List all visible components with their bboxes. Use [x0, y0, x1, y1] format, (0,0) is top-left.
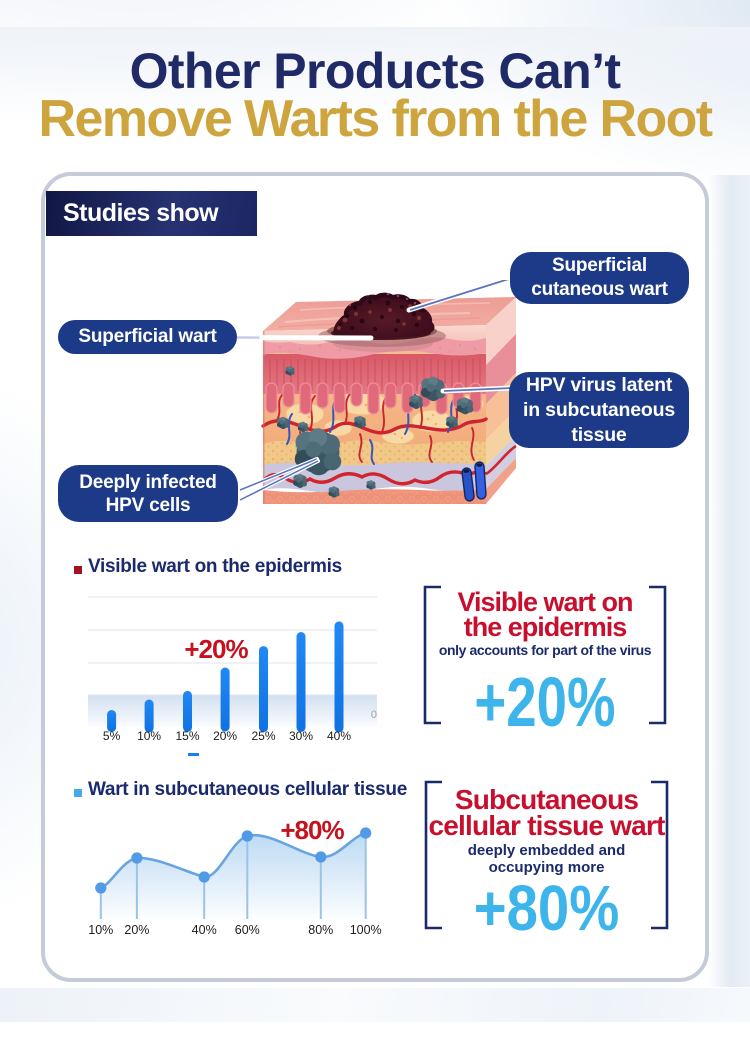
svg-text:20%: 20% [124, 923, 149, 937]
svg-text:0: 0 [371, 709, 377, 721]
svg-text:40%: 40% [192, 923, 217, 937]
svg-text:60%: 60% [235, 923, 260, 937]
svg-text:10%: 10% [88, 923, 113, 937]
svg-text:25%: 25% [251, 729, 275, 743]
svg-text:100%: 100% [350, 923, 382, 937]
svg-text:5%: 5% [103, 729, 121, 743]
svg-text:80%: 80% [308, 923, 333, 937]
svg-text:+20%: +20% [184, 634, 248, 664]
svg-text:+80%: +80% [280, 815, 344, 845]
svg-text:10%: 10% [137, 729, 161, 743]
svg-text:30%: 30% [289, 729, 313, 743]
svg-text:40%: 40% [327, 729, 351, 743]
svg-text:15%: 15% [175, 729, 199, 743]
svg-text:20%: 20% [213, 729, 237, 743]
